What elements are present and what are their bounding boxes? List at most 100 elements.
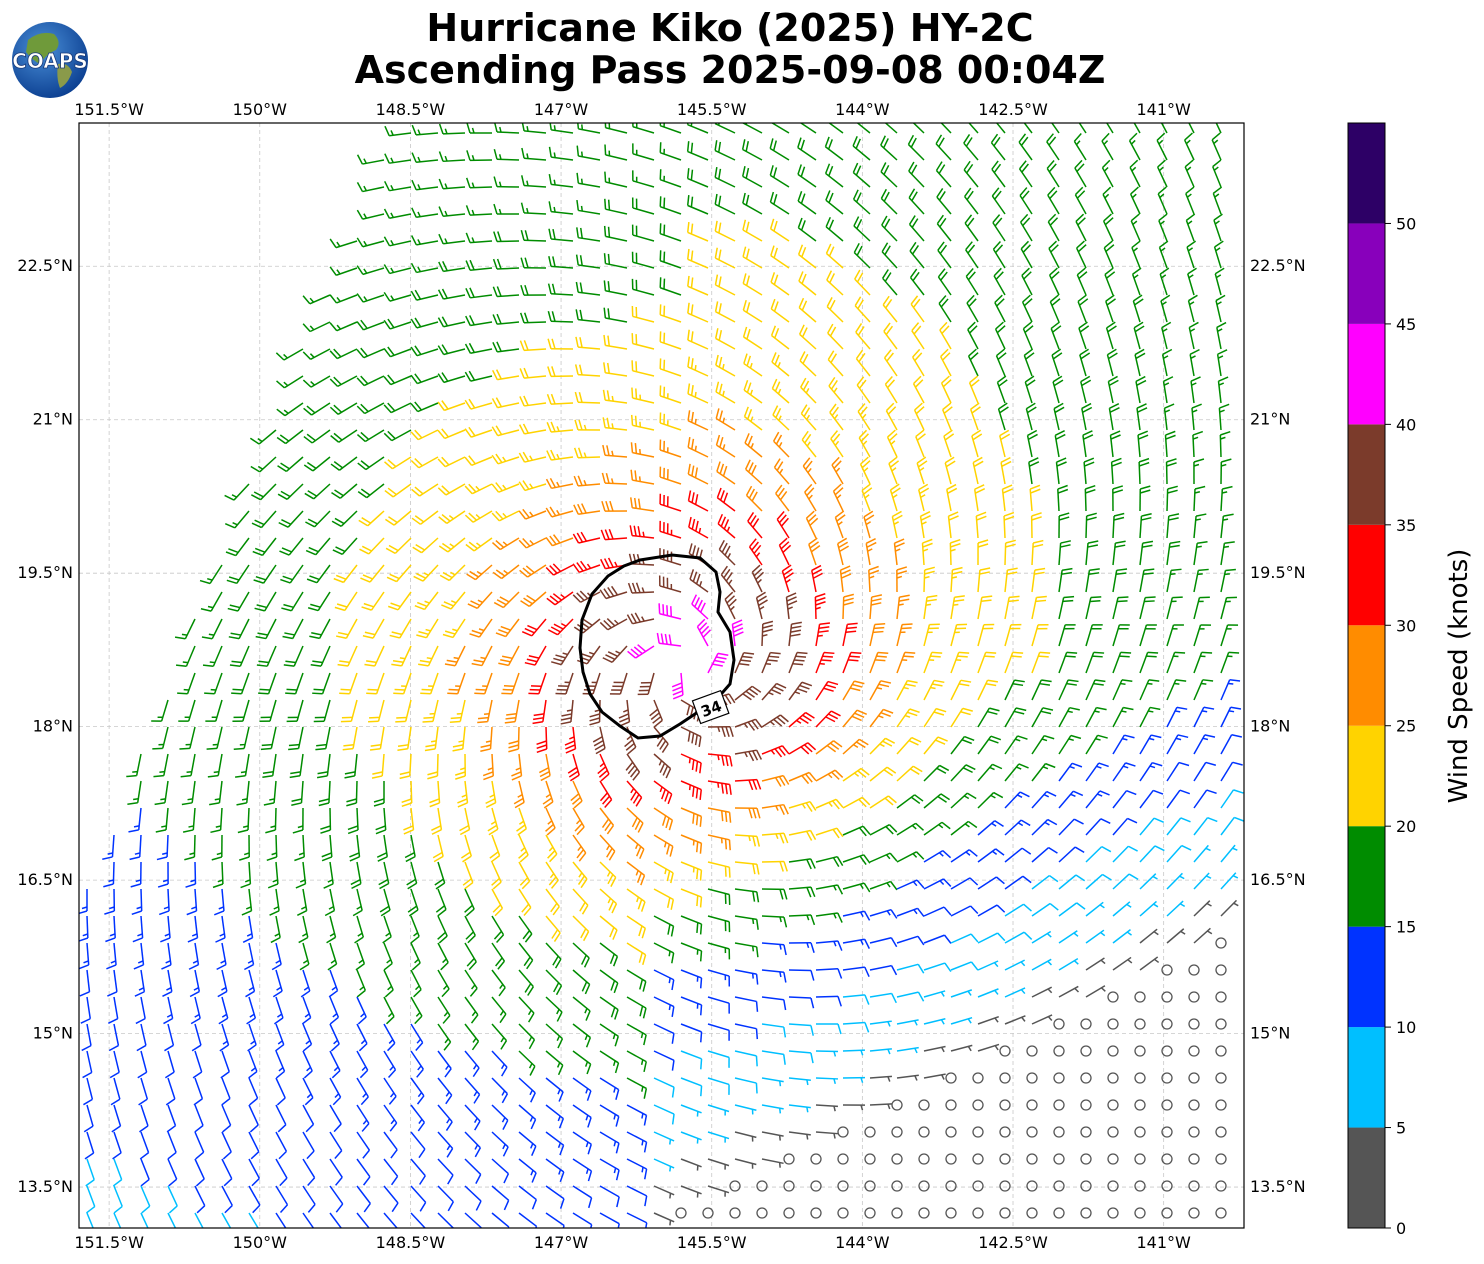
wind-barb (714, 247, 736, 269)
colorbar-tick-label: 40 (1396, 415, 1416, 434)
lon-tick-label: 141°W (1136, 1233, 1191, 1252)
wind-barb (1164, 430, 1176, 458)
wind-barb (1001, 484, 1013, 512)
wind-barb (572, 560, 601, 574)
wind-barb (313, 699, 331, 723)
wind-barb (545, 477, 574, 490)
wind-barb (1081, 402, 1093, 431)
map-title-line2: Ascending Pass 2025-09-08 00:04Z (354, 48, 1106, 92)
wind-barb (1139, 540, 1154, 566)
wind-barb (659, 331, 682, 350)
lon-tick-label: 144°W (835, 100, 890, 119)
wind-barb (950, 707, 973, 728)
wind-barb (574, 419, 601, 431)
wind-barb (254, 591, 277, 612)
wind-barb (742, 192, 763, 215)
lat-tick-label: 19.5°N (17, 563, 73, 582)
wind-barb (205, 699, 223, 722)
wind-barb (776, 511, 790, 539)
wind-barb (686, 221, 709, 242)
wind-barb (1139, 679, 1160, 701)
wind-barb (687, 383, 709, 404)
wind-barb (855, 349, 871, 377)
wind-barb (260, 726, 277, 751)
wind-barb (923, 566, 935, 593)
wind-barb (714, 328, 736, 350)
wind-barb (1112, 596, 1129, 620)
wind-barb (1022, 321, 1034, 350)
wind-barb (1139, 568, 1155, 593)
wind-barb (805, 510, 819, 539)
wind-barb (923, 707, 947, 728)
wind-barb (504, 699, 520, 724)
wind-barb (828, 123, 844, 134)
wind-barb (908, 188, 925, 215)
wind-barb (1077, 294, 1089, 323)
wind-barb (716, 461, 736, 485)
colorbar-bin (1348, 926, 1385, 1028)
wind-barb (276, 402, 304, 417)
wind-barb (384, 153, 412, 164)
wind-barb (491, 482, 520, 493)
wind-barb (714, 123, 736, 134)
wind-barb (1025, 402, 1037, 431)
wind-barb (200, 591, 223, 612)
wind-barb (659, 412, 682, 431)
wind-barb (910, 295, 925, 323)
wind-barb (437, 316, 466, 328)
wind-barb (548, 146, 574, 161)
wind-barb (551, 645, 574, 666)
wind-barb (852, 162, 871, 188)
wind-barb (880, 135, 898, 161)
wind-barb (944, 456, 956, 485)
wind-barb (303, 456, 331, 472)
wind-barb (1213, 240, 1224, 269)
wind-barb (977, 595, 993, 620)
wind-barb (356, 375, 385, 387)
wind-barb (1004, 539, 1016, 566)
wind-barb (302, 294, 331, 305)
wind-barb (1220, 541, 1235, 566)
wind-barb (538, 753, 551, 782)
wind-barb (659, 277, 682, 296)
wind-barb (940, 375, 952, 404)
wind-barb (518, 508, 547, 520)
wind-barb (1085, 596, 1102, 620)
wind-barb (1031, 539, 1044, 566)
wind-barb (1018, 133, 1033, 161)
wind-barb (493, 203, 520, 215)
wind-barb (465, 287, 493, 299)
wind-barb (656, 632, 682, 647)
wind-barb (631, 305, 655, 323)
wind-barb (770, 325, 790, 350)
wind-barb (1165, 458, 1177, 485)
wind-barb (521, 147, 547, 161)
wind-barb (1138, 457, 1150, 485)
wind-barb (687, 275, 709, 296)
wind-barb (331, 483, 358, 499)
wind-barb (393, 672, 412, 695)
wind-barb (577, 123, 601, 134)
wind-barb (438, 537, 466, 553)
wind-barb (992, 240, 1006, 269)
wind-barb (830, 430, 844, 458)
wind-barb (1073, 132, 1087, 161)
wind-barb (337, 645, 358, 667)
wind-barb (424, 726, 439, 752)
wind-barb (576, 227, 601, 242)
wind-barb (716, 487, 736, 512)
wind-barb (967, 321, 979, 350)
wind-barb (770, 245, 790, 269)
wind-barb (1004, 651, 1024, 674)
wind-barb (384, 483, 412, 498)
wind-barb (913, 402, 925, 431)
wind-barb (865, 537, 877, 566)
wind-barb (994, 294, 1006, 323)
wind-barb (410, 429, 439, 441)
wind-barb (235, 753, 250, 778)
wind-barb (226, 564, 250, 585)
wind-barb (1112, 512, 1125, 539)
wind-barb (1000, 456, 1012, 485)
wind-barb (923, 651, 943, 674)
wind-barb (1021, 267, 1033, 296)
